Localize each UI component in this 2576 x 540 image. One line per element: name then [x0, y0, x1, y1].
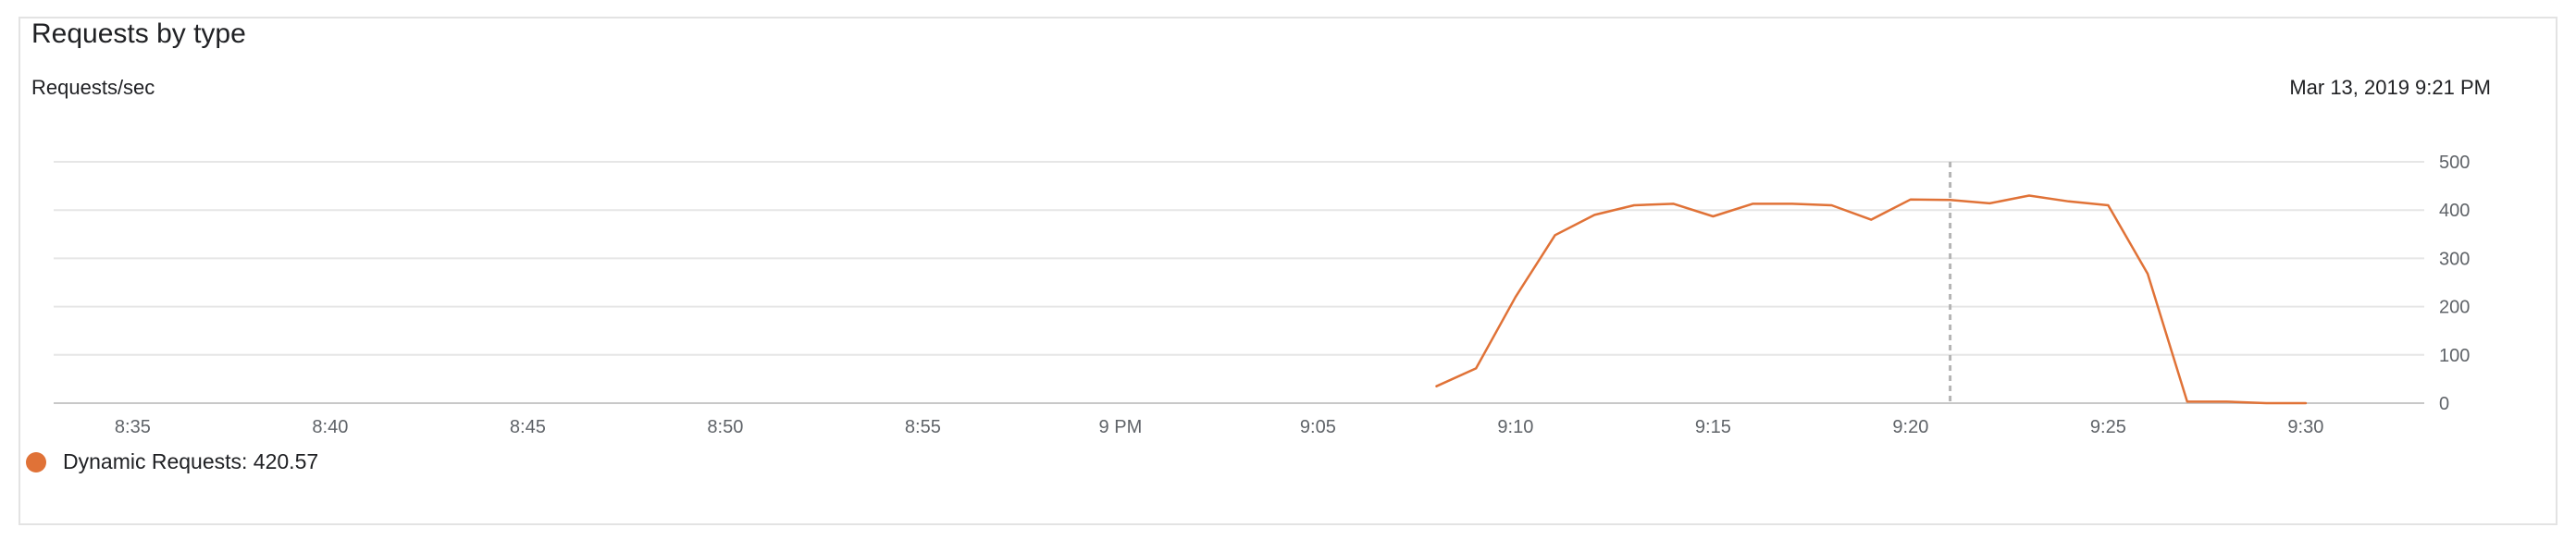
x-tick-label: 9:30: [2287, 417, 2323, 437]
y-tick-label: 200: [2439, 298, 2470, 318]
legend-series-label: Dynamic Requests: 420.57: [63, 449, 319, 473]
x-tick-label: 8:45: [510, 417, 546, 437]
x-tick-label: 9:05: [1300, 417, 1336, 437]
series-layer[interactable]: [1435, 194, 2308, 405]
y-axis-ticks: 0 100 200 300 400 500: [2439, 153, 2470, 414]
chart-title: Requests by type: [31, 18, 246, 49]
x-tick-label: 9:10: [1497, 417, 1533, 437]
y-tick-label: 400: [2439, 201, 2470, 221]
series-line-dynamic-requests[interactable]: [1435, 194, 2308, 405]
y-tick-label: 500: [2439, 153, 2470, 173]
y-axis-unit-label: Requests/sec: [31, 76, 155, 99]
y-tick-label: 0: [2439, 394, 2449, 414]
legend-series-dot: [26, 451, 46, 472]
grid-layer: [54, 161, 2424, 404]
x-tick-label: 8:50: [707, 417, 743, 437]
requests-by-type-card: [19, 17, 2557, 525]
x-tick-label: 8:35: [115, 417, 151, 437]
x-tick-label: 9:20: [1892, 417, 1928, 437]
hover-timestamp: Mar 13, 2019 9:21 PM: [2289, 76, 2491, 99]
x-tick-label: 9:15: [1695, 417, 1731, 437]
legend[interactable]: Dynamic Requests: 420.57: [26, 449, 318, 474]
x-tick-label: 8:55: [905, 417, 941, 437]
x-tick-label: 8:40: [312, 417, 348, 437]
x-axis-ticks: 8:35 8:40 8:45 8:50 8:55 9 PM 9:05 9:10 9:15 9:20…: [115, 417, 2323, 437]
y-tick-label: 300: [2439, 249, 2470, 269]
y-tick-label: 100: [2439, 346, 2470, 366]
x-tick-label: 9:25: [2090, 417, 2126, 437]
x-tick-label: 9 PM: [1099, 417, 1143, 437]
